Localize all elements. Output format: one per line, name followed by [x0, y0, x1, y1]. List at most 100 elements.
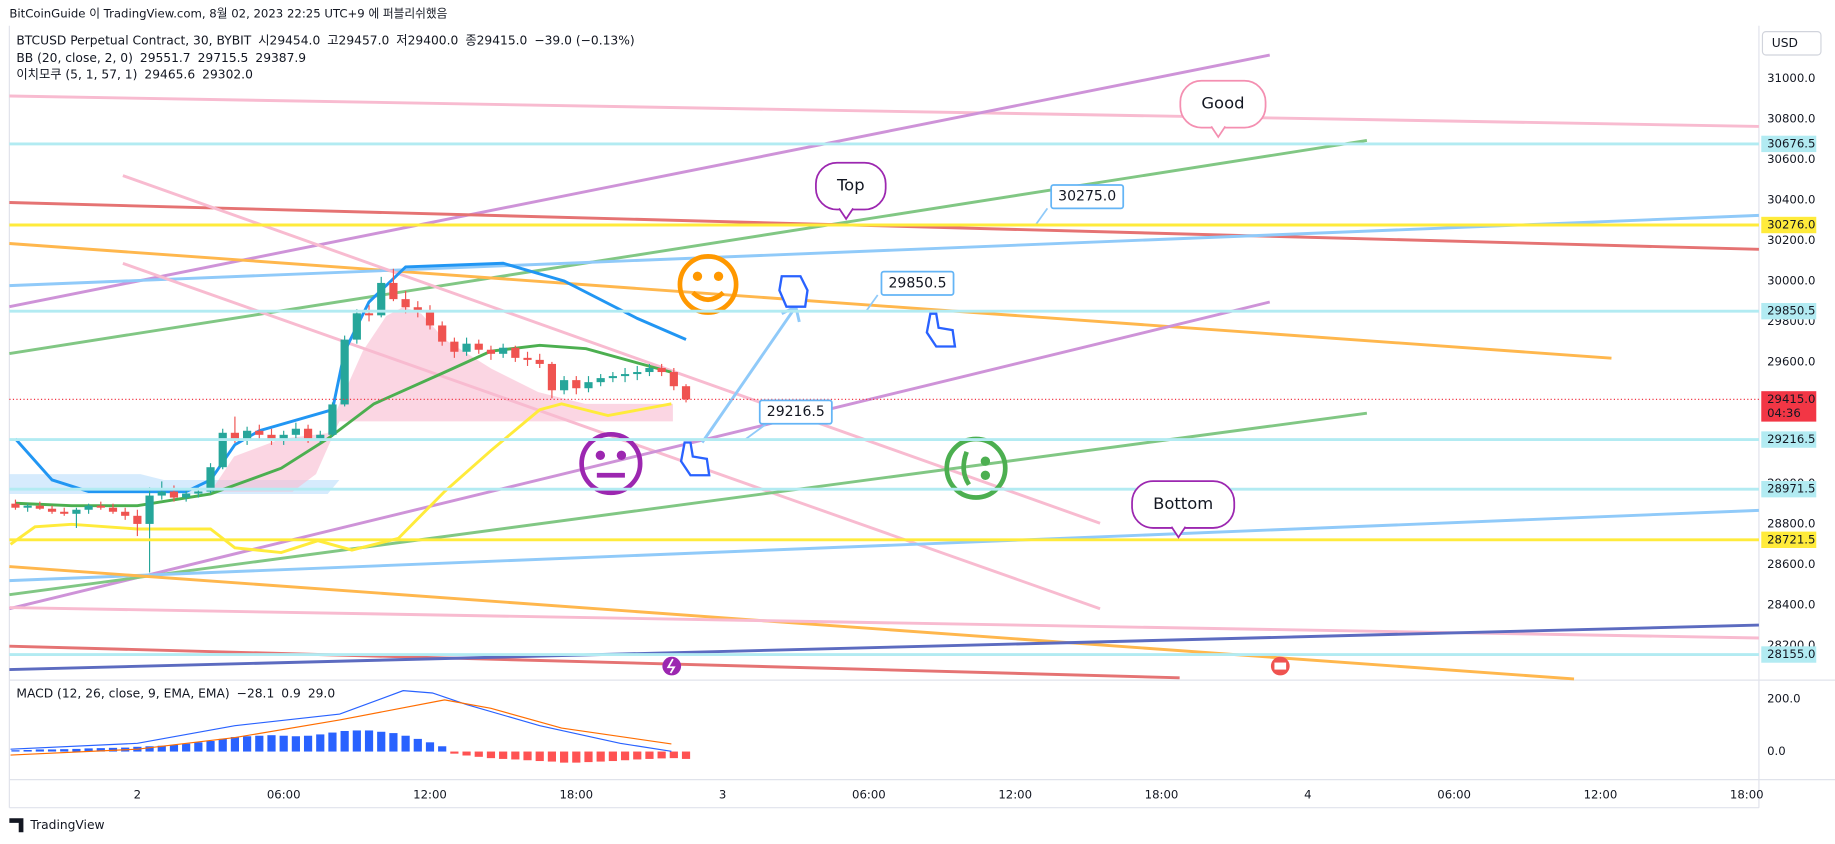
candle-body — [11, 503, 20, 508]
macd-histogram-bar — [11, 750, 20, 752]
annotation: Good — [1201, 94, 1244, 113]
macd-histogram-bar — [72, 748, 81, 752]
x-tick-label: 12:00 — [998, 787, 1032, 801]
macd-histogram-bar — [620, 751, 630, 761]
y-tick-label: 200.0 — [1767, 691, 1800, 705]
candle-body — [121, 511, 130, 516]
annotation: Bottom — [1153, 494, 1213, 513]
price-tag-label: 28721.5 — [1767, 532, 1815, 546]
price-note — [1050, 184, 1125, 210]
macd-histogram-bar — [681, 751, 691, 759]
currency-button[interactable] — [1761, 31, 1822, 56]
macd-histogram-bar — [462, 751, 471, 756]
macd-histogram-bar — [645, 751, 654, 759]
hand-icons — [679, 275, 957, 477]
callout-tail — [838, 207, 854, 221]
candle-body — [645, 367, 654, 373]
candle-body — [72, 509, 81, 514]
candle-body — [425, 311, 435, 326]
price-tag — [1761, 531, 1817, 549]
candle-body — [377, 282, 386, 316]
macd-histogram-bar — [596, 751, 605, 762]
footer-brand: TradingView — [29, 818, 104, 832]
y-tick-label: 31000.0 — [1767, 71, 1815, 85]
macd-line — [10, 699, 672, 756]
macd-histogram-bar — [291, 736, 300, 752]
macd-histogram-bar — [413, 738, 422, 752]
ohlc-value: 고29457.0 — [327, 33, 389, 47]
macd-histogram-bar — [633, 751, 642, 760]
price-tag — [1761, 431, 1817, 448]
macd-histogram-bar — [316, 734, 325, 752]
macd-histogram-bar — [218, 738, 227, 752]
candle-body — [84, 505, 93, 510]
symbol-title: BTCUSD Perpetual Contract, 30, BYBIT — [16, 33, 251, 47]
price-tag — [1761, 480, 1817, 498]
candle-body — [535, 359, 544, 364]
macd-histogram-bar — [560, 751, 569, 763]
macd-histogram-bar — [523, 751, 532, 761]
macd-histogram-bar — [499, 751, 508, 759]
price-tag-label: 29216.5 — [1767, 432, 1815, 446]
macd-histogram-bar — [96, 748, 105, 752]
indicator-value: 29465.6 — [144, 67, 195, 81]
candle-body — [96, 505, 105, 508]
candle-body — [438, 325, 447, 342]
macd-histogram-bar — [511, 751, 520, 760]
macd-title: MACD (12, 26, close, 9, EMA, EMA) — [16, 687, 229, 701]
price-tag-label: 28155.0 — [1767, 647, 1815, 661]
macd-histogram-bar — [389, 733, 398, 752]
candle-body — [182, 493, 191, 498]
ohlc-value: 종29415.0 — [465, 33, 527, 47]
candle-body — [669, 372, 678, 387]
macd-histogram-bar — [584, 751, 593, 763]
callout-tail — [1170, 526, 1187, 539]
indicator-value: 29715.5 — [198, 51, 249, 65]
price-tag-label: 29415.0 — [1767, 392, 1815, 406]
y-tick-label: 30400.0 — [1767, 192, 1815, 206]
series-layer — [9, 261, 691, 573]
macd-histogram-bar — [340, 730, 349, 752]
price-tag-label: 30276.0 — [1767, 218, 1815, 232]
macd-histogram-bar — [230, 737, 240, 752]
publisher: BitCoinGuide 이 TradingView.com, 8월 02, 2… — [9, 7, 447, 21]
macd-histogram-bar — [352, 730, 361, 752]
macd-histogram-bar — [267, 735, 276, 752]
macd-histogram-bar — [255, 735, 264, 752]
annotation: 29850.5 — [888, 275, 946, 291]
macd-histogram-bar — [157, 745, 166, 752]
indicator-value: 29302.0 — [202, 67, 253, 81]
price-tag — [1761, 135, 1817, 153]
candle-body — [316, 434, 325, 439]
candle-body — [413, 307, 422, 312]
candle-body — [352, 313, 361, 340]
candle-body — [450, 341, 459, 352]
candle-body — [291, 428, 300, 435]
indicator-name: BB (20, close, 2, 0) — [16, 51, 132, 65]
candle-body — [35, 505, 44, 509]
y-tick-label: 30000.0 — [1767, 273, 1815, 287]
macd-histogram-bar — [23, 749, 32, 752]
price-tag — [1761, 646, 1817, 663]
candle-body — [194, 491, 203, 494]
candle-body — [462, 343, 471, 352]
y-tick-label: 30200.0 — [1767, 233, 1815, 247]
macd-histogram-bar — [425, 742, 435, 752]
candle-body — [340, 339, 349, 405]
macd-histogram-bar — [206, 741, 215, 752]
emoji-neutral — [579, 431, 643, 496]
price-tag — [1761, 391, 1817, 422]
macd-histogram-bar — [657, 751, 666, 759]
x-tick-label: 06:00 — [852, 787, 886, 801]
candle-body — [560, 380, 569, 391]
candle-body — [511, 347, 520, 358]
x-tick-label: 12:00 — [1584, 787, 1618, 801]
callout-tail — [1210, 125, 1227, 139]
x-tick-label: 2 — [134, 787, 141, 801]
candle-body — [218, 432, 227, 468]
price-note — [758, 399, 833, 425]
macd-histogram-bar — [401, 735, 410, 752]
macd-histogram-bar — [450, 751, 459, 754]
